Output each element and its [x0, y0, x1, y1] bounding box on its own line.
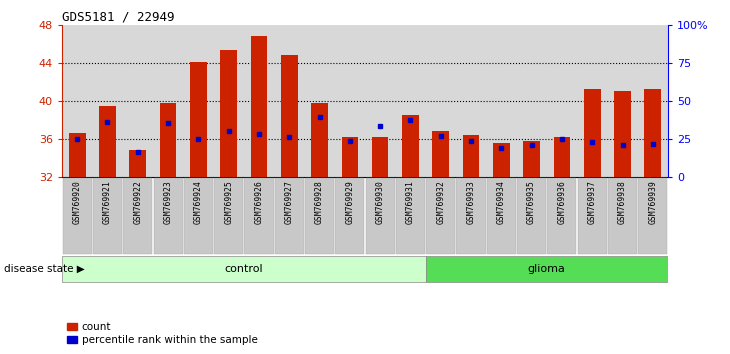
- FancyBboxPatch shape: [638, 178, 667, 254]
- Bar: [129, 150, 146, 177]
- Bar: [645, 90, 661, 177]
- Bar: [553, 137, 570, 177]
- FancyBboxPatch shape: [274, 178, 304, 254]
- Text: GSM769931: GSM769931: [406, 180, 415, 224]
- Text: GSM769930: GSM769930: [376, 180, 385, 224]
- Bar: [614, 91, 631, 177]
- FancyBboxPatch shape: [93, 178, 122, 254]
- Bar: [220, 51, 237, 177]
- Text: GSM769920: GSM769920: [73, 180, 82, 224]
- Bar: [281, 55, 298, 177]
- Bar: [342, 137, 358, 177]
- Text: GSM769933: GSM769933: [466, 180, 475, 224]
- Bar: [69, 133, 85, 177]
- FancyBboxPatch shape: [608, 178, 637, 254]
- FancyBboxPatch shape: [517, 178, 546, 254]
- Text: GSM769921: GSM769921: [103, 180, 112, 224]
- Text: GSM769929: GSM769929: [345, 180, 354, 224]
- Text: GSM769937: GSM769937: [588, 180, 596, 224]
- Bar: [523, 141, 540, 177]
- Bar: [402, 115, 419, 177]
- Text: GSM769923: GSM769923: [164, 180, 172, 224]
- FancyBboxPatch shape: [245, 178, 274, 254]
- FancyBboxPatch shape: [305, 178, 334, 254]
- FancyBboxPatch shape: [396, 178, 425, 254]
- FancyBboxPatch shape: [63, 178, 92, 254]
- Bar: [372, 137, 388, 177]
- FancyBboxPatch shape: [548, 178, 577, 254]
- Text: GSM769928: GSM769928: [315, 180, 324, 224]
- Bar: [190, 62, 207, 177]
- FancyBboxPatch shape: [123, 178, 153, 254]
- Text: GSM769932: GSM769932: [437, 180, 445, 224]
- FancyBboxPatch shape: [184, 178, 213, 254]
- FancyBboxPatch shape: [577, 178, 607, 254]
- Text: GSM769938: GSM769938: [618, 180, 627, 224]
- Text: glioma: glioma: [528, 264, 566, 274]
- Text: GSM769935: GSM769935: [527, 180, 536, 224]
- Text: GDS5181 / 22949: GDS5181 / 22949: [62, 11, 174, 24]
- FancyBboxPatch shape: [214, 178, 243, 254]
- Bar: [463, 135, 480, 177]
- Bar: [584, 90, 601, 177]
- Bar: [99, 105, 116, 177]
- FancyBboxPatch shape: [153, 178, 182, 254]
- Bar: [250, 36, 267, 177]
- Text: GSM769922: GSM769922: [134, 180, 142, 224]
- FancyBboxPatch shape: [426, 256, 668, 282]
- FancyBboxPatch shape: [366, 178, 395, 254]
- Text: GSM769927: GSM769927: [285, 180, 293, 224]
- Text: disease state ▶: disease state ▶: [4, 264, 85, 274]
- FancyBboxPatch shape: [456, 178, 485, 254]
- Text: GSM769939: GSM769939: [648, 180, 657, 224]
- FancyBboxPatch shape: [426, 178, 456, 254]
- FancyBboxPatch shape: [62, 256, 426, 282]
- Text: GSM769925: GSM769925: [224, 180, 233, 224]
- FancyBboxPatch shape: [335, 178, 364, 254]
- Bar: [160, 103, 177, 177]
- Legend: count, percentile rank within the sample: count, percentile rank within the sample: [67, 322, 258, 345]
- Text: control: control: [225, 264, 263, 274]
- Text: GSM769926: GSM769926: [255, 180, 264, 224]
- Bar: [311, 103, 328, 177]
- FancyBboxPatch shape: [487, 178, 516, 254]
- Text: GSM769924: GSM769924: [194, 180, 203, 224]
- Text: GSM769936: GSM769936: [558, 180, 566, 224]
- Text: GSM769934: GSM769934: [497, 180, 506, 224]
- Bar: [493, 143, 510, 177]
- Bar: [432, 131, 449, 177]
